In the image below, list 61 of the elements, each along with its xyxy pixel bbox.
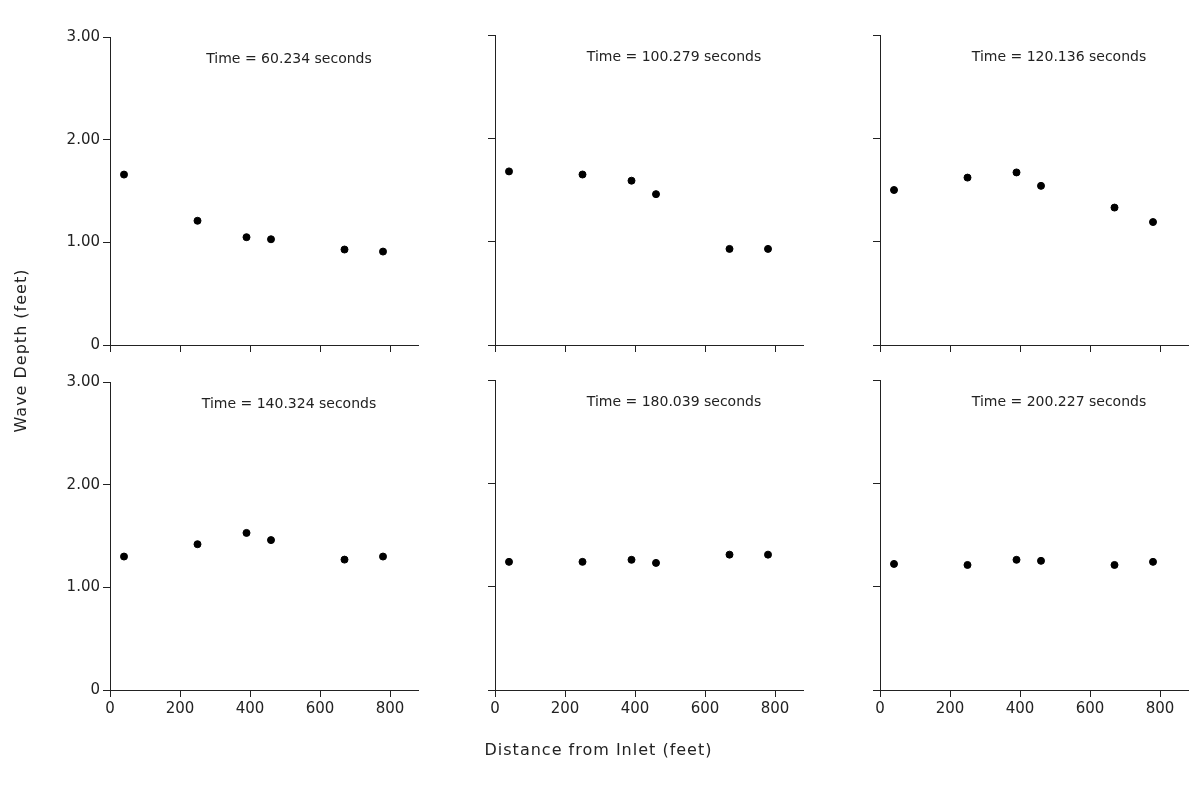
point	[120, 552, 128, 561]
point	[267, 536, 275, 545]
point	[1149, 218, 1157, 227]
text: Time = 60.234 seconds	[205, 49, 372, 66]
text: Time = 200.227 seconds	[970, 392, 1147, 409]
point	[193, 216, 202, 225]
text: Time = 100.279 seconds	[585, 47, 762, 64]
y-tick-label: 0	[90, 679, 100, 698]
point	[340, 245, 349, 254]
point	[578, 557, 587, 566]
text: Time = 140.324 seconds	[200, 394, 377, 411]
x-tick-label: 400	[620, 698, 650, 717]
text: Time = 180.039 seconds	[585, 392, 762, 409]
point	[340, 555, 349, 564]
point	[764, 244, 772, 253]
x-tick-label: 200	[550, 698, 580, 717]
x-tick-label: 800	[760, 698, 790, 717]
x-tick-label: 0	[490, 698, 500, 717]
y-tick-label: 1.00	[66, 577, 100, 596]
x-tick-label: 200	[935, 698, 965, 717]
point	[652, 558, 660, 567]
point	[242, 233, 251, 242]
x-tick-label: 0	[105, 698, 115, 717]
x-tick-label: 400	[1005, 698, 1035, 717]
point	[267, 235, 275, 244]
point	[120, 170, 128, 179]
text: Time = 120.136 seconds	[970, 47, 1147, 64]
y-tick-label: 3.00	[66, 26, 100, 45]
x-tick-label: 600	[305, 698, 335, 717]
x-tick-label: 600	[690, 698, 720, 717]
x-tick-label: 600	[1075, 698, 1105, 717]
point	[627, 176, 636, 185]
x-tick-label: 200	[165, 698, 195, 717]
y-tick-label: 1.00	[66, 232, 100, 251]
x-axis-title: Distance from Inlet (feet)	[483, 740, 714, 759]
point	[505, 167, 513, 176]
x-tick-label: 400	[235, 698, 265, 717]
y-tick-label: 2.00	[66, 129, 100, 148]
y-tick-label: 0	[90, 334, 100, 353]
point	[725, 244, 734, 253]
y-tick-label: 2.00	[66, 474, 100, 493]
point	[578, 170, 587, 179]
point	[379, 247, 387, 256]
point	[505, 557, 513, 566]
point	[764, 550, 772, 559]
point	[193, 540, 202, 549]
x-tick-label: 800	[1145, 698, 1175, 717]
point	[627, 555, 636, 564]
point	[379, 552, 387, 561]
y-tick-label: 3.00	[66, 371, 100, 390]
y-axis-title: Wave Depth (feet)	[11, 268, 31, 432]
point	[652, 190, 660, 199]
point	[1110, 203, 1119, 212]
point	[1012, 168, 1021, 177]
point	[242, 528, 251, 537]
x-tick-label: 0	[875, 698, 885, 717]
x-tick-label: 800	[375, 698, 405, 717]
point	[1037, 181, 1045, 190]
point	[963, 173, 972, 182]
point	[890, 186, 898, 194]
point	[725, 550, 734, 559]
